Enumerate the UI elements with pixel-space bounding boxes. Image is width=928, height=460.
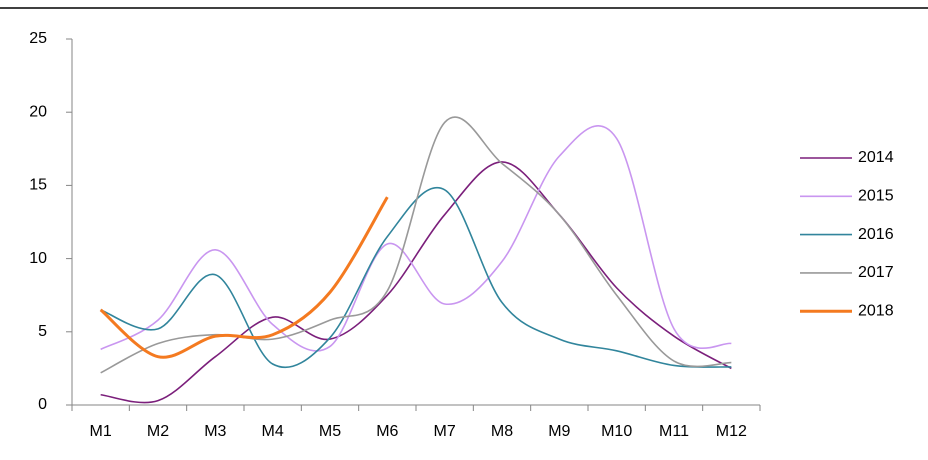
series-line — [100, 124, 732, 352]
x-tick-label: M4 — [262, 423, 284, 440]
x-tick-label: M1 — [90, 423, 112, 440]
y-tick-label: 0 — [38, 396, 47, 413]
y-tick-label: 10 — [29, 250, 47, 267]
x-tick-label: M6 — [376, 423, 398, 440]
legend-label: 2015 — [858, 188, 894, 205]
y-tick-label: 5 — [38, 323, 47, 340]
x-tick-label: M10 — [601, 423, 632, 440]
series-line — [100, 161, 732, 404]
series-line — [99, 196, 389, 359]
x-tick-label: M12 — [716, 423, 747, 440]
x-tick-label: M9 — [548, 423, 570, 440]
y-tick-label: 20 — [29, 103, 47, 120]
legend-label: 2018 — [858, 302, 894, 319]
legend-label: 2016 — [858, 226, 894, 243]
legend-label: 2017 — [858, 264, 894, 281]
x-tick-label: M7 — [434, 423, 456, 440]
y-tick-label: 15 — [29, 177, 47, 194]
x-tick-label: M8 — [491, 423, 513, 440]
x-tick-label: M3 — [204, 423, 226, 440]
x-tick-label: M11 — [659, 423, 689, 440]
y-tick-label: 25 — [29, 30, 47, 47]
series-line — [100, 186, 732, 369]
x-tick-label: M5 — [319, 423, 341, 440]
series-line — [100, 116, 732, 374]
x-tick-label: M2 — [147, 423, 169, 440]
legend-label: 2014 — [858, 149, 894, 166]
